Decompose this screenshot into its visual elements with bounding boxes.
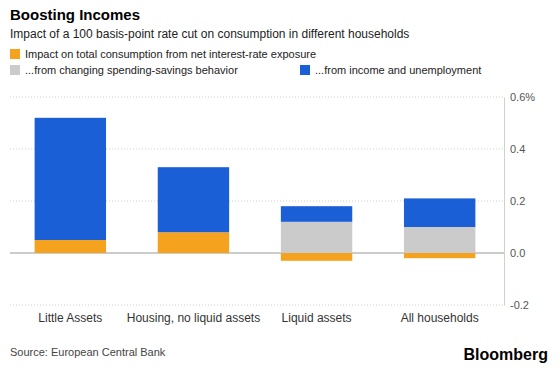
chart-container: Boosting Incomes Impact of a 100 basis-po… [0,0,560,374]
legend-swatch [10,65,20,75]
bar-segment [404,198,475,227]
y-tick: -0.2 [504,299,529,311]
x-tick-label: All households [401,311,479,325]
y-tick: 0.6% [504,91,535,103]
legend-swatch [300,65,310,75]
legend-label: ...from changing spending-savings behavi… [25,64,238,76]
bar-segment [404,227,475,253]
grid-line [10,305,504,306]
credit: Bloomberg [464,346,548,363]
bar-segment [35,118,106,240]
bar-segment [35,253,106,254]
y-tick-label: 0.4 [510,143,525,155]
bar-segment [158,232,229,253]
y-tick-label: 0.2 [510,195,525,207]
y-tick: 0.4 [504,143,525,155]
source: Source: European Central Bank [10,346,166,358]
chart-svg: Boosting Incomes Impact of a 100 basis-po… [0,0,560,374]
bar-segment [281,253,352,261]
grid-line [10,97,504,98]
bar-segment [35,240,106,253]
series-group [35,118,476,240]
x-tick-label: Little Assets [38,311,102,325]
y-axis-line [504,98,505,306]
x-tick-label: Housing, no liquid assets [127,311,260,325]
legend-label: ...from income and unemployment [315,64,481,76]
title: Boosting Incomes [10,6,140,23]
x-axis: Little Assets Housing, no liquid assets Li… [38,311,478,325]
subtitle: Impact of a 100 basis-point rate cut on … [10,27,409,41]
x-tick: Housing, no liquid assets [127,311,260,325]
y-tick-label: 0.6% [510,91,535,103]
x-tick-label: Liquid assets [282,311,352,325]
bars [35,118,476,261]
y-axis: -0.2 0.0 0.2 0.4 0.6% [504,91,535,311]
grid [10,97,504,305]
x-tick: All households [401,311,479,325]
legend-item: ...from changing spending-savings behavi… [10,64,238,76]
y-tick: 0.0 [504,247,525,259]
bar-segment [158,253,229,254]
y-tick: 0.2 [504,195,525,207]
legend: Impact on total consumption from net int… [10,48,481,76]
bar-segment [158,167,229,232]
y-tick-label: 0.0 [510,247,525,259]
bar-segment [404,253,475,258]
y-tick-label: -0.2 [510,299,529,311]
legend-item: Impact on total consumption from net int… [10,48,316,60]
bar-segment [281,222,352,253]
bar-segment [281,206,352,222]
x-tick: Liquid assets [282,311,352,325]
legend-label: Impact on total consumption from net int… [25,48,316,60]
legend-swatch [10,49,20,59]
legend-item: ...from income and unemployment [300,64,481,76]
x-tick: Little Assets [38,311,102,325]
